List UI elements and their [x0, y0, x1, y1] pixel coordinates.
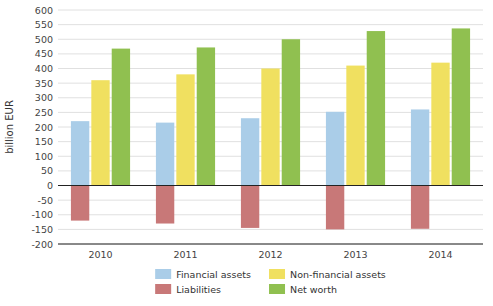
tick-label: 100 — [35, 151, 53, 162]
legend-swatch — [155, 284, 171, 294]
tick-label: 50 — [41, 165, 53, 176]
y-axis-label: billion EUR — [4, 100, 15, 154]
grid-line — [58, 229, 483, 230]
bar — [261, 69, 279, 186]
tick-label: 350 — [35, 78, 53, 89]
bar — [411, 186, 429, 229]
tick-label: 0 — [47, 180, 53, 191]
bar — [367, 31, 385, 185]
tick-label: 300 — [35, 92, 53, 103]
bar — [71, 186, 89, 221]
legend: Financial assets Non-financial assets Liab… — [155, 269, 386, 295]
bar — [156, 123, 174, 186]
tick-label: 2010 — [88, 249, 112, 260]
bar — [112, 49, 130, 186]
grid-line — [58, 244, 483, 245]
legend-item: Liabilities — [155, 284, 221, 295]
legend-label: Liabilities — [176, 284, 221, 295]
tick-label: -50 — [37, 195, 53, 206]
grid-line — [58, 10, 483, 11]
legend-item: Net worth — [269, 284, 337, 295]
bar — [326, 186, 344, 230]
bar — [346, 66, 364, 186]
bars — [71, 28, 470, 229]
tick-label: 200 — [35, 122, 53, 133]
legend-swatch — [155, 269, 171, 279]
legend-label: Non-financial assets — [290, 269, 386, 280]
bar — [452, 28, 470, 185]
grid-line — [58, 185, 483, 186]
tick-label: 500 — [35, 34, 53, 45]
tick-label: 400 — [35, 63, 53, 74]
legend-item: Financial assets — [155, 269, 251, 280]
chart: -200 -150 -100 -50 0 50 100 150 200 250 300 350 400 4… — [0, 0, 493, 306]
tick-label: -200 — [31, 239, 53, 250]
legend-item: Non-financial assets — [269, 269, 386, 280]
y-axis: -200 -150 -100 -50 0 50 100 150 200 250 300 350 400 4… — [31, 5, 483, 250]
tick-label: -150 — [31, 224, 53, 235]
tick-label: 250 — [35, 107, 53, 118]
x-axis-line — [58, 244, 483, 245]
tick-label: 450 — [35, 48, 53, 59]
legend-label: Net worth — [290, 284, 337, 295]
tick-label: 2012 — [258, 249, 282, 260]
bar — [156, 186, 174, 224]
tick-label: 2011 — [173, 249, 197, 260]
tick-label: 550 — [35, 19, 53, 30]
bar — [282, 39, 300, 185]
bar — [431, 63, 449, 186]
bar — [91, 80, 109, 185]
tick-label: -100 — [31, 209, 53, 220]
tick-label: 600 — [35, 5, 53, 16]
legend-swatch — [269, 284, 285, 294]
bar — [241, 118, 259, 185]
legend-label: Financial assets — [176, 269, 251, 280]
grid-line — [58, 39, 483, 40]
bar — [71, 121, 89, 185]
bar — [176, 74, 194, 185]
bar — [197, 47, 215, 185]
tick-label: 150 — [35, 136, 53, 147]
bar — [411, 109, 429, 185]
grid-line — [58, 24, 483, 25]
tick-label: 2013 — [343, 249, 367, 260]
tick-label: 2014 — [428, 249, 452, 260]
legend-swatch — [269, 269, 285, 279]
bar — [326, 112, 344, 186]
zero-line — [58, 185, 483, 186]
bar — [241, 186, 259, 228]
